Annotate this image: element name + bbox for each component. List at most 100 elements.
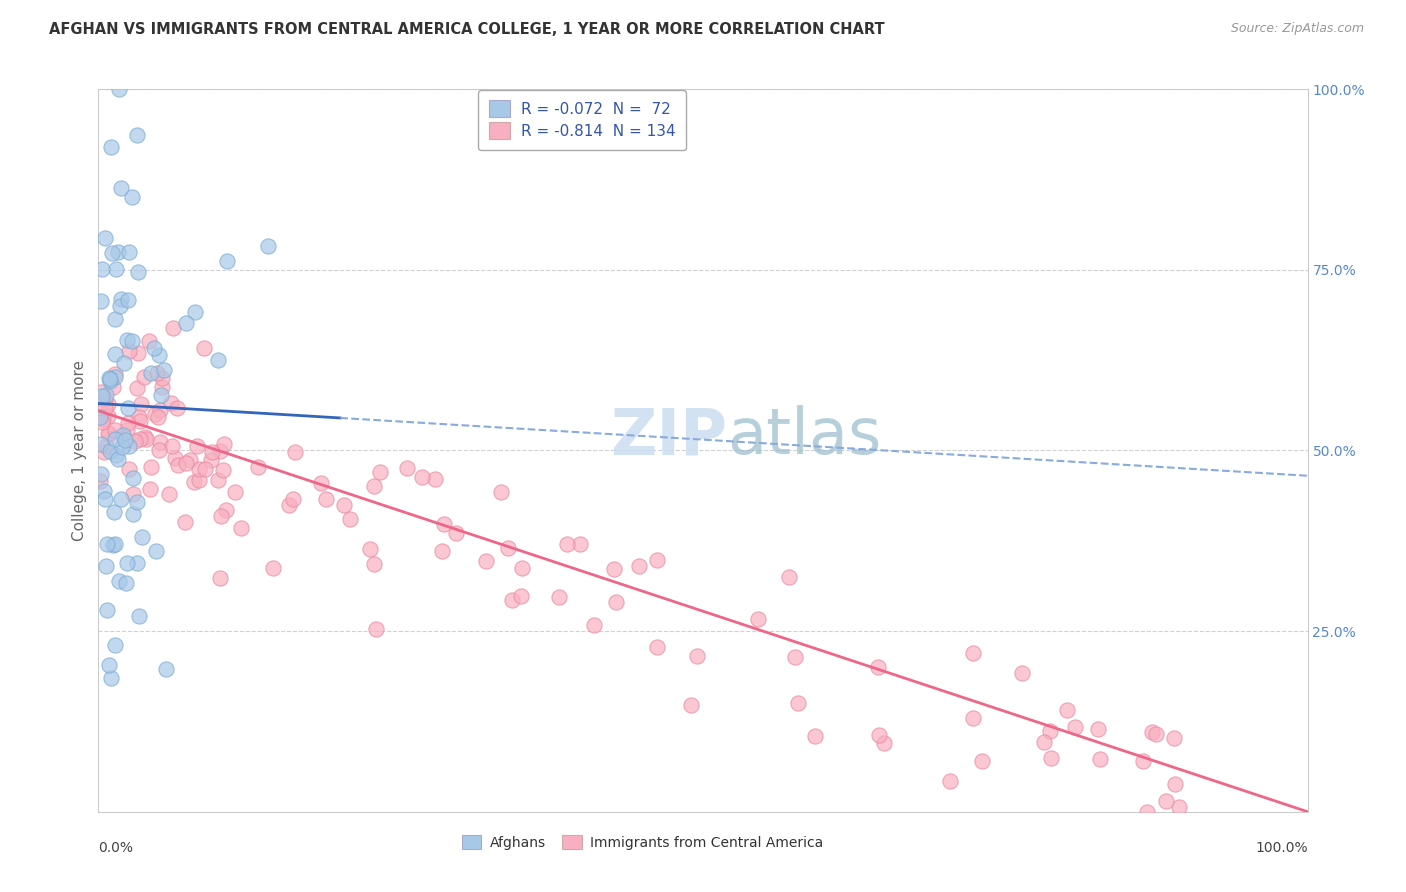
Point [395,460,418,475]
Point [489,485,512,500]
Point [128,609,150,624]
Point [143,407,166,421]
Point [104,367,127,381]
Point [150,380,173,394]
Point [98,658,121,673]
Point [122,471,145,485]
Point [98,371,121,385]
Point [100,140,122,154]
Point [162,320,184,334]
Point [94,392,117,406]
Point [115,556,138,570]
Text: Source: ZipAtlas.com: Source: ZipAtlas.com [1230,22,1364,36]
Point [97,397,120,411]
Point [93,483,115,498]
Point [1144,727,1167,741]
Point [145,366,167,380]
Point [184,305,207,319]
Point [108,574,131,588]
Point [193,341,215,355]
Point [96,559,118,574]
Point [179,452,201,467]
Point [972,754,994,768]
Point [224,485,246,500]
Point [91,261,114,276]
Point [104,537,127,551]
Point [433,516,456,531]
Point [157,486,180,500]
Point [568,537,591,551]
Point [583,618,606,632]
Point [215,502,238,516]
Point [131,530,153,544]
Point [127,265,149,279]
Point [1168,799,1191,814]
Point [91,416,114,430]
Point [90,294,112,309]
Point [229,521,252,535]
Legend: Afghans, Immigrants from Central America: Afghans, Immigrants from Central America [456,830,830,855]
Point [148,348,170,362]
Point [1032,735,1054,749]
Point [1140,725,1163,739]
Point [1136,805,1159,819]
Point [97,371,120,385]
Point [277,498,299,512]
Point [627,559,650,574]
Point [423,472,446,486]
Point [94,492,117,507]
Point [89,474,111,488]
Point [786,696,808,710]
Point [165,450,187,465]
Point [115,423,138,437]
Point [121,189,143,203]
Point [200,453,222,467]
Point [97,409,120,424]
Point [1039,724,1062,739]
Point [139,482,162,496]
Point [188,462,211,476]
Point [90,467,112,481]
Point [118,439,141,453]
Text: 0.0%: 0.0% [98,840,134,855]
Point [747,612,769,626]
Point [1040,750,1063,764]
Point [135,432,157,446]
Point [115,576,138,591]
Point [363,479,385,493]
Point [368,465,391,479]
Point [603,562,626,576]
Point [475,553,498,567]
Point [148,410,170,425]
Point [212,437,235,451]
Point [111,427,134,442]
Point [215,254,238,268]
Point [785,650,807,665]
Point [117,401,139,416]
Point [117,462,139,476]
Point [138,334,160,349]
Point [90,385,112,400]
Point [873,736,896,750]
Point [143,341,166,355]
Point [1056,703,1078,717]
Point [207,353,229,368]
Point [107,452,129,467]
Point [104,424,127,438]
Point [124,434,146,448]
Point [208,571,231,585]
Point [510,561,533,575]
Point [145,544,167,558]
Point [96,537,118,551]
Text: ZIP: ZIP [610,405,727,467]
Point [1163,731,1185,745]
Point [104,346,127,360]
Point [103,538,125,552]
Point [128,414,150,428]
Point [129,432,152,446]
Point [284,445,307,459]
Point [446,525,468,540]
Point [868,660,890,674]
Point [1011,665,1033,680]
Point [645,553,668,567]
